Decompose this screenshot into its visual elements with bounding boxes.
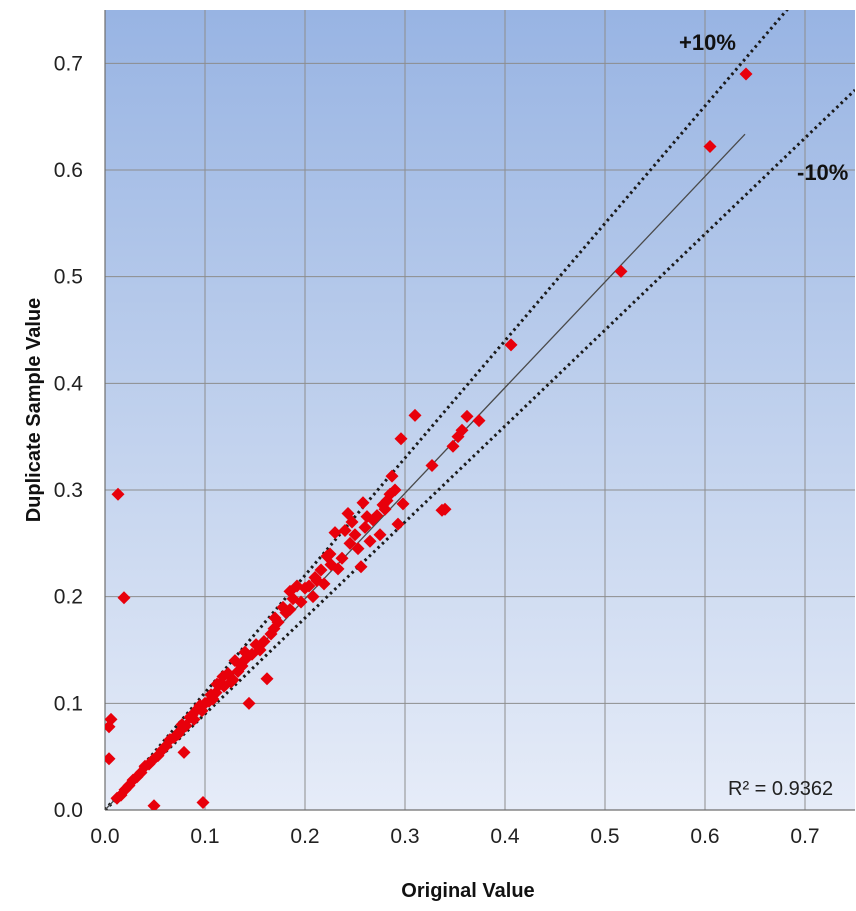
data-point [358, 520, 372, 534]
data-point [185, 708, 199, 722]
data-point [396, 497, 410, 511]
y-tick-label: 0.6 [54, 159, 83, 182]
data-point [193, 698, 207, 712]
upper-10pct-line [105, 10, 789, 810]
grid-lines [104, 10, 855, 811]
data-point [328, 526, 342, 540]
data-point [308, 570, 322, 584]
data-point [338, 524, 352, 538]
upper-band-label: +10% [679, 30, 736, 55]
x-tick-label: 0.4 [490, 825, 520, 848]
r-squared-label: R² = 0.9362 [728, 778, 833, 800]
lower-band-label: -10% [797, 160, 848, 185]
data-point [196, 796, 210, 810]
data-point [343, 536, 357, 550]
data-point [341, 506, 355, 520]
data-point [703, 140, 717, 154]
data-point [451, 430, 465, 444]
data-point [385, 469, 399, 483]
data-point [226, 673, 240, 687]
lower-10pct-line [105, 88, 855, 810]
data-point [363, 534, 377, 548]
y-tick-label: 0.1 [54, 692, 83, 715]
data-point [314, 563, 328, 577]
x-tick-label: 0.5 [590, 825, 619, 848]
data-point [739, 67, 753, 81]
data-point [472, 414, 486, 428]
data-point [111, 487, 125, 501]
data-point [238, 645, 252, 659]
data-point [435, 503, 449, 517]
data-point [425, 458, 439, 472]
tick-labels: 0.0 0.1 0.2 0.3 0.4 0.5 0.6 0.7 0.0 0.1 0.2 0.3 0.4 0… [54, 52, 820, 848]
data-point [408, 408, 422, 422]
data-point [260, 672, 274, 686]
x-tick-label: 0.0 [90, 825, 119, 848]
x-tick-label: 0.1 [190, 825, 219, 848]
data-point [173, 724, 187, 738]
y-tick-label: 0.3 [54, 479, 83, 502]
data-point [348, 528, 362, 542]
data-point [147, 799, 161, 810]
data-point [323, 547, 337, 561]
y-tick-label: 0.7 [54, 52, 83, 75]
data-point [210, 677, 224, 691]
data-point [105, 752, 116, 766]
data-point [504, 338, 518, 352]
x-tick-label: 0.6 [690, 825, 719, 848]
x-tick-label: 0.7 [790, 825, 819, 848]
x-tick-label: 0.3 [390, 825, 419, 848]
data-point [283, 602, 297, 616]
data-point [306, 590, 320, 604]
data-point [228, 654, 242, 668]
y-tick-label: 0.4 [54, 372, 84, 395]
data-points [105, 67, 753, 810]
data-point [446, 439, 460, 453]
y-tick-label: 0.5 [54, 266, 83, 289]
data-point [249, 638, 263, 652]
data-point [268, 611, 282, 625]
x-axis-title: Original Value [401, 880, 534, 902]
data-point [335, 551, 349, 565]
data-point [110, 791, 124, 805]
y-tick-label: 0.2 [54, 586, 83, 609]
data-point [204, 688, 218, 702]
data-point [460, 409, 474, 423]
data-point [105, 720, 116, 734]
data-point [242, 696, 256, 710]
data-point [283, 584, 297, 598]
x-tick-label: 0.2 [290, 825, 319, 848]
data-point [177, 745, 191, 759]
data-point [216, 670, 230, 684]
data-point [356, 496, 370, 510]
data-point [117, 591, 131, 605]
data-point [351, 542, 365, 556]
data-point [391, 517, 405, 531]
data-point [378, 502, 392, 516]
y-axis-title: Duplicate Sample Value [23, 298, 45, 523]
data-point [231, 664, 245, 678]
data-point [614, 264, 628, 278]
data-point [394, 432, 408, 446]
data-point [354, 560, 368, 574]
data-point [264, 627, 278, 641]
y-tick-label: 0.0 [54, 799, 83, 822]
data-point [360, 510, 374, 524]
data-point [373, 528, 387, 542]
